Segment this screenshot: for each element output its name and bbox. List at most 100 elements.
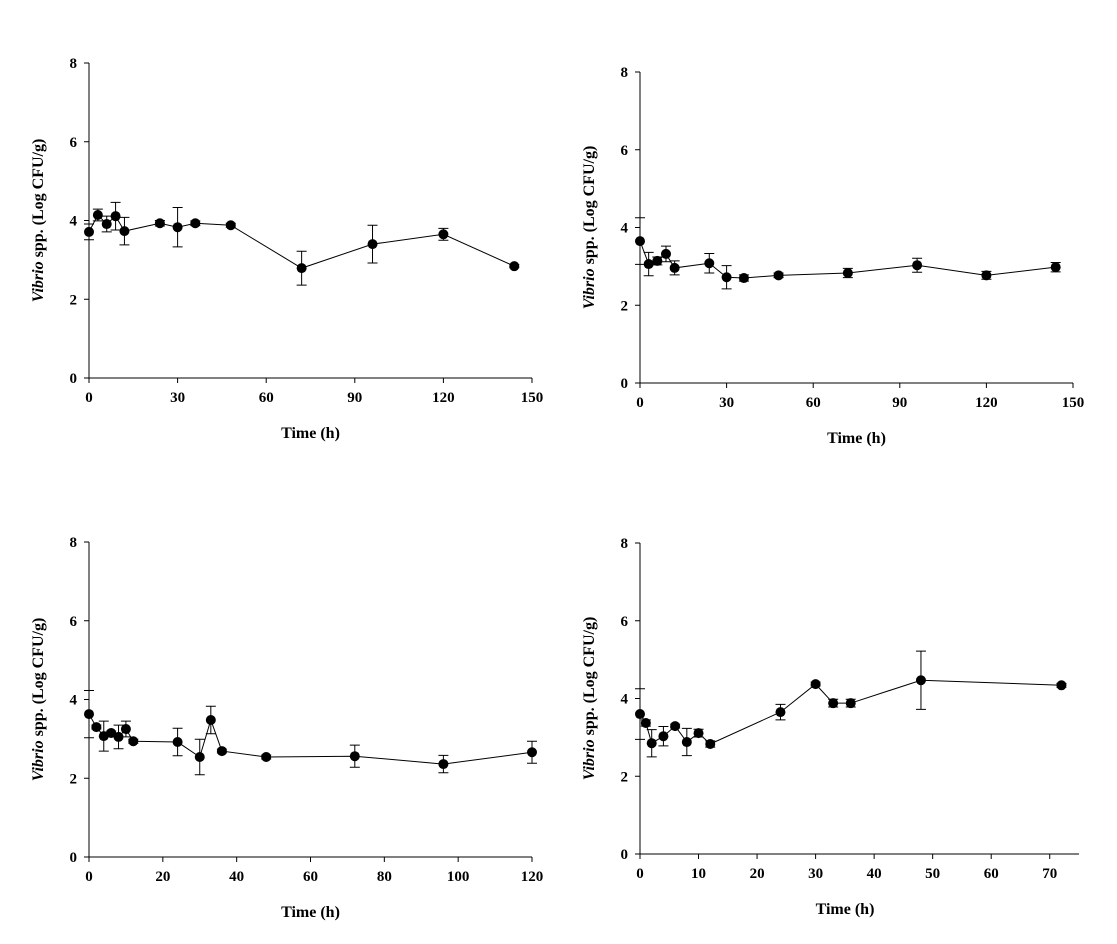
x-tick-label: 60 (303, 869, 318, 885)
data-point (1050, 262, 1061, 273)
data-point (296, 263, 307, 274)
y-tick-label: 8 (70, 56, 78, 72)
x-tick-label: 60 (806, 395, 821, 411)
data-point (828, 698, 839, 709)
data-point (643, 259, 654, 270)
x-tick-label: 40 (867, 866, 882, 882)
x-tick-label: 150 (1062, 395, 1085, 411)
x-tick-label: 60 (984, 866, 999, 882)
data-point (658, 731, 669, 742)
y-tick-label: 0 (621, 847, 629, 863)
data-point (509, 261, 520, 272)
y-tick-label: 4 (621, 692, 629, 708)
data-point (172, 222, 183, 233)
y-axis-label: Vibrio spp. (Log CFU/g) (581, 146, 598, 310)
data-point (261, 751, 272, 762)
data-point (981, 270, 992, 281)
data-point (84, 709, 94, 720)
data-point (635, 709, 645, 720)
x-tick-label: 60 (259, 390, 274, 406)
data-point (205, 714, 216, 725)
data-point (110, 211, 121, 222)
x-tick-label: 20 (750, 866, 765, 882)
x-tick-label: 90 (892, 395, 907, 411)
x-tick-label: 30 (719, 395, 734, 411)
data-point (810, 679, 821, 690)
x-tick-label: 80 (377, 869, 392, 885)
y-tick-label: 0 (70, 371, 78, 387)
y-tick-label: 4 (70, 693, 78, 709)
data-point (681, 737, 692, 748)
data-point (775, 707, 786, 718)
y-label-unit: spp. (Log CFU/g) (30, 618, 47, 737)
y-axis-label: Vibrio spp. (Log CFU/g) (581, 617, 598, 781)
data-point (225, 220, 236, 231)
chart-panel: 0 2 4 6 8 0 30 60 90 120 150 Time (h) Vibrio spp. (Lo… (30, 56, 543, 442)
x-tick-label: 0 (85, 869, 93, 885)
data-point (705, 738, 716, 749)
data-point (84, 226, 94, 237)
x-axis-label: Time (h) (816, 901, 875, 918)
data-point (842, 267, 853, 278)
x-tick-label: 120 (432, 390, 455, 406)
x-axis-label: Time (h) (281, 425, 340, 442)
y-tick-label: 6 (70, 614, 78, 630)
chart-panel: 0 2 4 6 8 0 10 20 30 40 50 60 70 Time (h) Vibrio spp. (… (581, 536, 1079, 918)
data-point (438, 229, 449, 240)
data-point (912, 260, 923, 271)
data-point (190, 218, 201, 229)
x-tick-label: 10 (691, 866, 706, 882)
y-label-species: Vibrio (581, 268, 598, 309)
x-tick-label: 20 (155, 869, 170, 885)
y-tick-label: 0 (621, 376, 629, 392)
data-point (646, 738, 657, 749)
x-tick-label: 70 (1042, 866, 1057, 882)
x-tick-label: 0 (636, 395, 644, 411)
data-point (120, 724, 131, 735)
data-point (172, 737, 183, 748)
y-label-unit: spp. (Log CFU/g) (581, 617, 598, 736)
y-tick-label: 8 (621, 65, 629, 81)
data-point (915, 675, 926, 686)
x-tick-label: 0 (636, 866, 644, 882)
x-tick-label: 0 (85, 390, 93, 406)
x-axis-label: Time (h) (827, 430, 886, 447)
data-point (693, 728, 704, 739)
y-tick-label: 6 (70, 135, 78, 151)
data-line (88, 713, 533, 765)
x-axis-label: Time (h) (281, 904, 340, 921)
data-point (438, 759, 449, 770)
y-label-unit: spp. (Log CFU/g) (30, 139, 47, 258)
data-point (527, 747, 537, 758)
y-axis-label: Vibrio spp. (Log CFU/g) (30, 618, 47, 782)
y-tick-label: 2 (621, 298, 629, 314)
data-point (216, 746, 227, 757)
data-point (128, 736, 139, 747)
y-axis-label: Vibrio spp. (Log CFU/g) (30, 139, 47, 303)
data-point (101, 219, 112, 230)
y-label-species: Vibrio (30, 740, 47, 781)
data-point (119, 226, 130, 237)
data-point (349, 751, 360, 762)
y-tick-label: 6 (621, 143, 629, 159)
data-point (738, 273, 749, 284)
data-point (92, 209, 103, 220)
x-tick-label: 50 (925, 866, 940, 882)
chart-panel: 0 2 4 6 8 0 30 60 90 120 150 Time (h) Vibrio spp. (Lo… (581, 65, 1084, 447)
x-tick-label: 120 (521, 869, 544, 885)
data-point (660, 248, 671, 259)
data-point (635, 236, 645, 247)
y-tick-label: 6 (621, 614, 629, 630)
data-point (652, 255, 663, 266)
data-point (704, 258, 715, 269)
y-tick-label: 2 (70, 292, 78, 308)
data-point (721, 272, 732, 283)
y-tick-label: 2 (621, 769, 629, 785)
y-tick-label: 8 (70, 535, 78, 551)
data-point (113, 731, 124, 742)
x-tick-label: 30 (808, 866, 823, 882)
x-tick-label: 150 (521, 390, 544, 406)
data-point (1056, 680, 1067, 691)
